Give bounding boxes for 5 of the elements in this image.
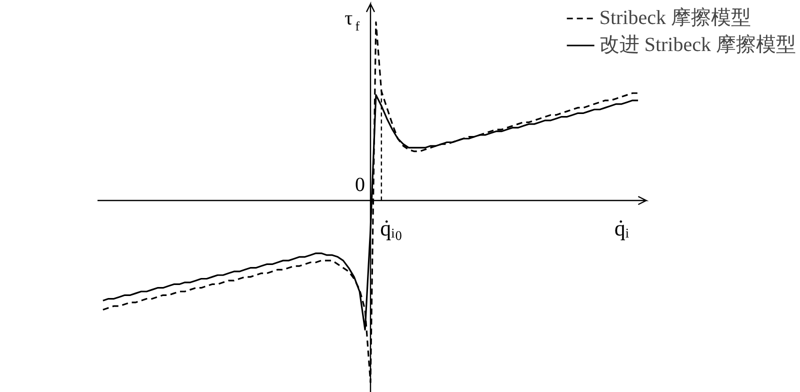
legend-label: 改进 Stribeck 摩擦模型 bbox=[599, 33, 796, 58]
legend-label: Stribeck 摩擦模型 bbox=[599, 6, 751, 31]
x-axis-title: q̇ᵢ bbox=[614, 215, 630, 240]
annotation: 0 bbox=[355, 174, 366, 196]
annotation: q̇ᵢ₀ bbox=[380, 215, 402, 240]
